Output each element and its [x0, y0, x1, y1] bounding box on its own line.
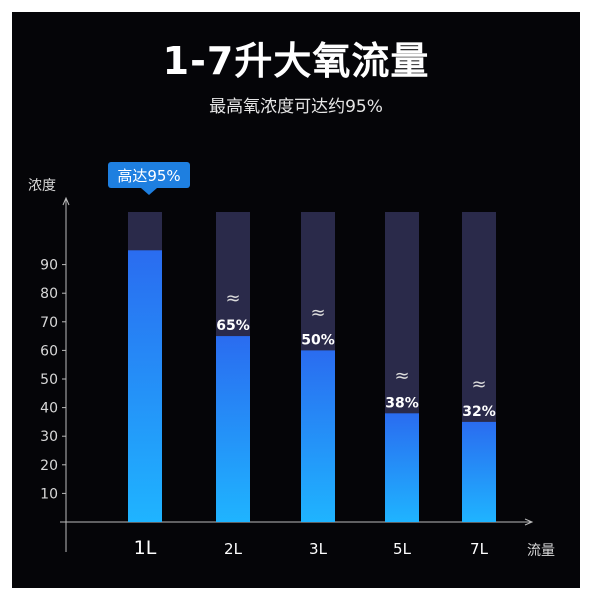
- chart-frame: 1-7升大氧流量 最高氧浓度可达约95% 浓度流量 10 20 30 40 50 60 70 8…: [12, 12, 580, 588]
- page-subtitle: 最高氧浓度可达约95%: [209, 97, 383, 117]
- approx-symbol: ≈: [225, 288, 240, 309]
- page-title: 1-7升大氧流量: [162, 39, 430, 83]
- data-label: 38%: [385, 395, 419, 411]
- y-tick-label: 60: [40, 343, 58, 359]
- x-axis-arrow: [524, 518, 534, 526]
- y-tick-label: 90: [40, 258, 58, 274]
- y-tick-label: 30: [40, 429, 58, 445]
- y-tick-label: 20: [40, 458, 58, 474]
- callout-box: [108, 162, 190, 188]
- bar: [128, 250, 162, 523]
- bar: [216, 336, 250, 522]
- bar: [462, 421, 496, 522]
- x-axis-label: 流量: [527, 543, 555, 559]
- y-tick-label: 40: [40, 401, 58, 417]
- x-tick-label: 7L: [470, 540, 489, 558]
- data-label: 50%: [301, 332, 335, 348]
- x-tick-label: 1L: [134, 537, 157, 559]
- data-label: 32%: [462, 404, 496, 420]
- y-tick-label: 10: [40, 486, 58, 502]
- y-tick-label: 70: [40, 315, 58, 331]
- bar: [301, 350, 335, 522]
- y-tick-label: 80: [40, 286, 58, 302]
- y-axis-arrow: [62, 196, 70, 206]
- callout-pointer: [141, 188, 157, 195]
- y-axis-label: 浓度: [28, 178, 56, 194]
- x-tick-label: 3L: [309, 540, 328, 558]
- x-tick-label: 2L: [224, 540, 243, 558]
- bar: [385, 413, 419, 522]
- approx-symbol: ≈: [471, 374, 486, 395]
- data-label: 65%: [216, 318, 250, 334]
- approx-symbol: ≈: [310, 302, 325, 323]
- callout-text: 高达95%: [117, 167, 180, 185]
- approx-symbol: ≈: [394, 365, 409, 386]
- x-tick-label: 5L: [393, 540, 412, 558]
- y-tick-label: 50: [40, 372, 58, 388]
